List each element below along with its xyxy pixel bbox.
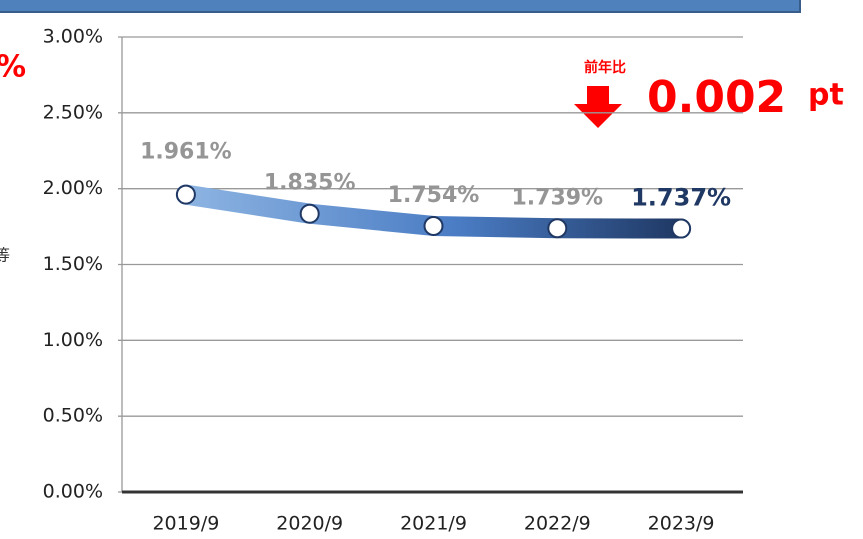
data-label: 1.737% (631, 184, 731, 212)
x-tick-label: 2020/9 (276, 513, 343, 535)
y-tick-label: 2.00% (43, 177, 103, 199)
change-label: 前年比 (584, 59, 626, 76)
y-tick-label: 1.50% (43, 253, 103, 275)
data-label: 1.961% (140, 140, 232, 165)
y-tick-label: 1.00% (43, 329, 103, 351)
down-arrow (574, 86, 622, 128)
left-fragment: % (0, 50, 26, 85)
y-tick-label: 0.50% (43, 405, 103, 427)
y-tick-label: 0.00% (43, 481, 103, 503)
left-fragment: 等 (0, 246, 10, 265)
data-label: 1.835% (264, 171, 356, 196)
y-tick-label: 3.00% (43, 26, 103, 48)
x-tick-label: 2023/9 (648, 513, 715, 535)
x-tick-label: 2021/9 (400, 513, 467, 535)
point (547, 218, 568, 239)
x-tick-label: 2019/9 (152, 513, 219, 535)
change-value: 0.002 (647, 72, 786, 123)
point (671, 218, 692, 239)
point (175, 184, 196, 205)
change-unit: pt (808, 78, 844, 113)
y-tick-label: 2.50% (43, 101, 103, 123)
header-bar (0, 0, 801, 13)
data-label: 1.754% (388, 183, 480, 208)
x-tick-label: 2022/9 (524, 513, 591, 535)
point (423, 215, 444, 236)
data-label: 1.739% (511, 185, 603, 210)
point (299, 203, 320, 224)
